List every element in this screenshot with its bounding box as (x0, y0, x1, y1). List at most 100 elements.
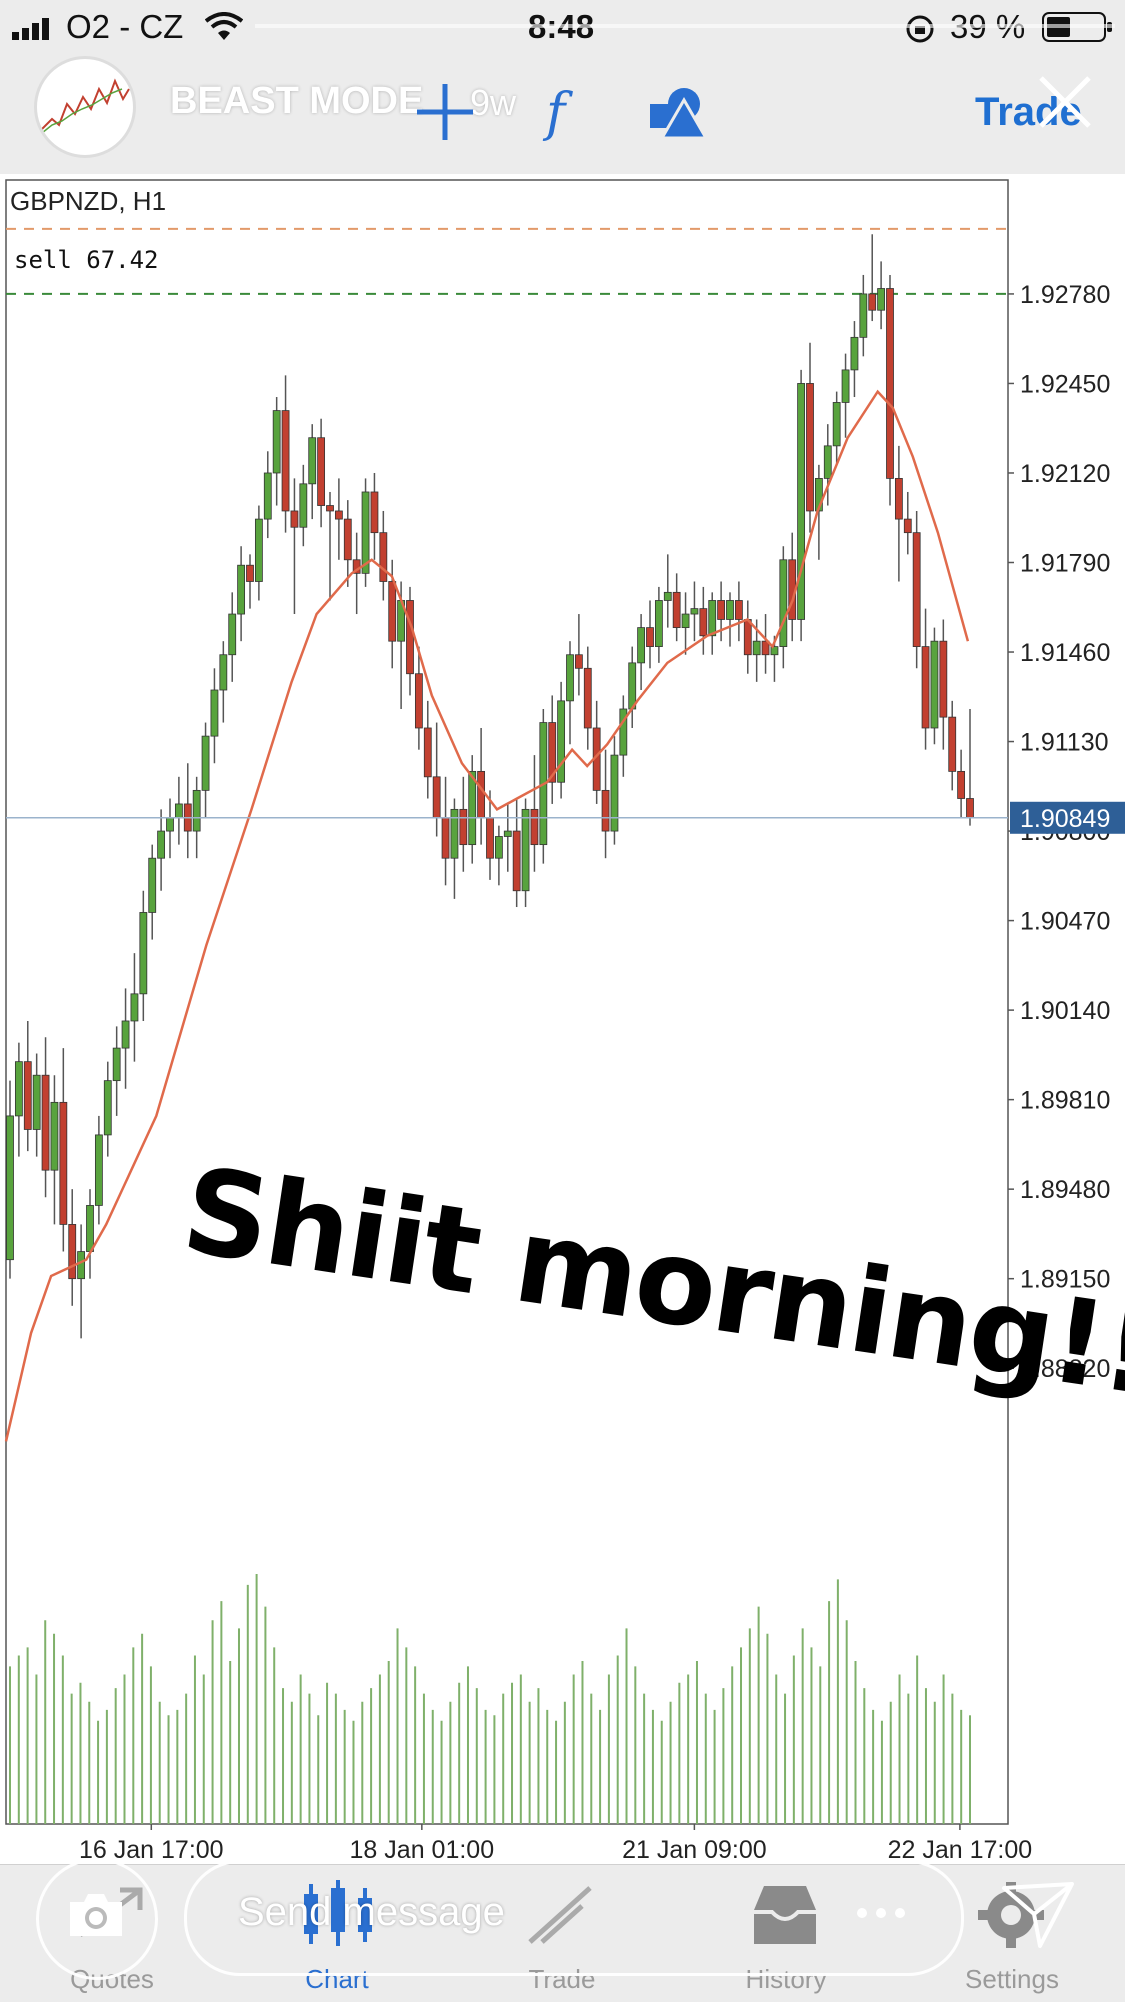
story-username[interactable]: BEAST MODE (170, 80, 424, 122)
candle-body (939, 640, 948, 718)
candle-body (610, 754, 619, 832)
candle-body (130, 993, 139, 1022)
chart-symbol: GBPNZD, H1 (10, 186, 167, 216)
y-tick-label: 1.91460 (1020, 639, 1110, 667)
history-icon[interactable] (748, 1882, 822, 1948)
candle-body (237, 564, 246, 615)
candle-body (823, 445, 832, 479)
candle-body (921, 646, 930, 729)
candle-body (486, 817, 494, 859)
story-time-ago: 9w (470, 82, 517, 123)
candle-body (628, 662, 637, 710)
candle-body (86, 1205, 94, 1252)
candle-body (761, 640, 770, 656)
candle-body (966, 798, 974, 818)
camera-icon (70, 1894, 122, 1936)
candle-body (654, 600, 663, 647)
camera-button[interactable] (36, 1858, 158, 1980)
candle-body (752, 640, 761, 656)
candle-body (548, 722, 557, 783)
candle-body (494, 836, 503, 859)
nav-history[interactable]: History (745, 1964, 827, 1994)
candle-body (139, 912, 148, 995)
candle-body (743, 619, 752, 656)
candle-body (308, 437, 317, 485)
candle-body (859, 293, 868, 338)
objects-icon[interactable] (648, 82, 710, 142)
sell-order-label[interactable]: sell 67.42 (14, 246, 159, 274)
story-header (0, 52, 1125, 174)
rotation-lock-icon (906, 15, 934, 43)
candle-body (50, 1101, 59, 1171)
candle-body (423, 727, 432, 778)
candle-body (166, 817, 174, 832)
candle-body (806, 383, 814, 512)
chart-tab-icon[interactable] (298, 1880, 378, 1950)
svg-text:f: f (542, 83, 573, 142)
candle-body (619, 708, 628, 756)
candle-body (601, 789, 610, 832)
y-tick-label: 1.91790 (1020, 550, 1110, 578)
function-icon[interactable]: f (540, 82, 590, 142)
avatar[interactable] (34, 56, 136, 158)
candle-body (797, 383, 806, 620)
candle-body (770, 646, 779, 656)
candle-body (637, 627, 646, 664)
candle-body (254, 518, 263, 582)
chart-area[interactable] (0, 174, 1125, 1864)
candle-body (886, 288, 894, 479)
candle-body (459, 808, 468, 846)
candle-body (432, 776, 441, 818)
trade-tab-icon[interactable] (520, 1880, 600, 1950)
candle-body (121, 1020, 130, 1049)
x-tick-label: 22 Jan 17:00 (888, 1836, 1033, 1864)
candle-body (148, 857, 157, 913)
candle-body (930, 640, 939, 729)
candle-body (59, 1101, 68, 1225)
message-input[interactable] (184, 1860, 964, 1976)
trade-button[interactable]: Trade (975, 90, 1082, 134)
nav-chart[interactable]: Chart (305, 1964, 369, 1994)
candle-body (317, 437, 326, 506)
candle-body (948, 716, 957, 772)
candle-body (299, 483, 308, 528)
candle-body (903, 518, 912, 534)
candle-body (23, 1061, 32, 1130)
candle-body (779, 559, 788, 647)
more-icon[interactable] (856, 1905, 906, 1921)
candle-body (672, 591, 681, 629)
wifi-icon (205, 12, 243, 40)
candle-body (219, 654, 228, 691)
candle-body (441, 817, 450, 859)
candle-body (468, 770, 477, 846)
candle-body (174, 803, 183, 818)
y-tick-label: 1.88820 (1020, 1355, 1110, 1383)
close-icon[interactable] (1035, 72, 1095, 132)
candle-body (94, 1134, 103, 1206)
candle-body (450, 808, 459, 859)
candle-body (574, 654, 583, 669)
candle-body (726, 600, 734, 620)
y-tick-label: 1.92120 (1020, 460, 1110, 488)
candle-body (334, 510, 343, 520)
candle-body (690, 608, 699, 615)
candlestick-chart[interactable]: 1.92780 1.92450 1.92120 1.91790 1.91460 1.911… (0, 174, 1125, 1864)
candle-body (699, 608, 708, 637)
story-progress-bar (255, 24, 1115, 28)
x-tick-label: 18 Jan 01:00 (350, 1836, 495, 1864)
candle-body (681, 613, 690, 629)
nav-trade[interactable]: Trade (528, 1964, 596, 1994)
candle-body (912, 532, 921, 647)
candle-body (521, 808, 530, 892)
candle-body (370, 491, 379, 534)
candle-body (281, 410, 290, 512)
candle-body (192, 789, 201, 832)
candle-body (850, 336, 859, 371)
candle-body (894, 478, 903, 520)
candle-body (157, 830, 166, 859)
crosshair-icon[interactable] (415, 82, 475, 142)
candle-body (708, 600, 717, 637)
candle-body (272, 410, 281, 474)
nav-settings[interactable]: Settings (965, 1964, 1059, 1994)
send-icon[interactable] (1000, 1880, 1076, 1950)
